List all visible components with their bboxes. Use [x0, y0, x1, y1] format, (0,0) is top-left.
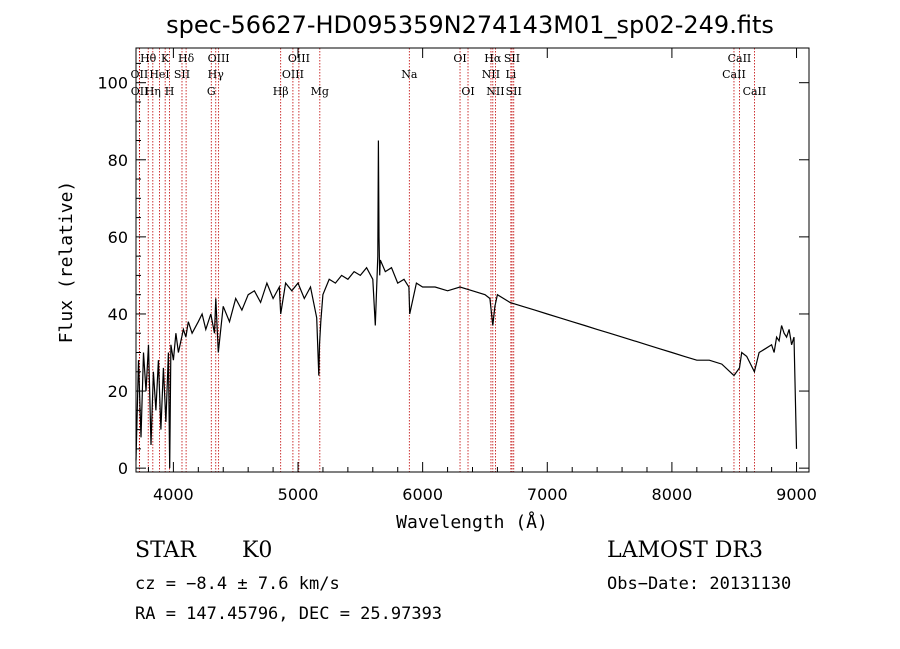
x-axis-label: Wavelength (Å)	[396, 511, 548, 533]
line-label-15: Mg	[311, 85, 329, 98]
spectrum-series-line	[135, 140, 798, 469]
line-label-9: OIII	[208, 52, 230, 65]
x-axis-ticks: 4000 5000 6000 7000 8000 9000	[147, 48, 817, 504]
y-tick-label-2: 40	[108, 305, 128, 324]
line-label-22: SII	[504, 52, 520, 65]
line-label-14: OIII	[282, 68, 304, 81]
y-tick-label-4: 80	[108, 151, 128, 170]
line-label-24: SII	[506, 85, 522, 98]
plot-frame	[135, 47, 810, 473]
y-tick-label-0: 0	[118, 459, 128, 478]
line-label-17: OI	[453, 52, 466, 65]
y-tick-label-3: 60	[108, 228, 128, 247]
line-label-16: Na	[401, 68, 418, 81]
line-label-5: K	[161, 52, 170, 65]
line-label-8: Hδ	[178, 52, 195, 65]
line-label-6: H	[165, 85, 175, 98]
line-label-2: OII	[131, 85, 149, 98]
object-class: STAR	[135, 538, 196, 563]
y-axis-label: Flux (relative)	[56, 181, 77, 344]
line-label-4: HeI	[149, 68, 169, 81]
chart-title: spec-56627-HD095359N274143M01_sp02-249.f…	[166, 11, 774, 39]
line-label-13: OIII	[288, 52, 310, 65]
line-label-18: OI	[461, 85, 474, 98]
line-label-25: CaII	[728, 52, 752, 65]
line-label-27: CaII	[743, 85, 767, 98]
coordinates-text: RA = 147.45796, DEC = 25.97393	[135, 604, 443, 624]
survey-name: LAMOST DR3	[607, 538, 763, 563]
line-label-10: Hγ	[208, 68, 225, 81]
line-label-21: NII	[486, 85, 504, 98]
line-label-26: CaII	[722, 68, 746, 81]
y-axis-ticks: 0 20 40 60 80 100	[97, 62, 809, 478]
line-label-23: Li	[505, 68, 516, 81]
line-label-19: Hα	[484, 52, 502, 65]
line-label-20: NII	[482, 68, 500, 81]
x-tick-label-1: 5000	[278, 485, 319, 504]
line-label-0: Hθ	[140, 52, 157, 65]
line-label-7: SII	[174, 68, 190, 81]
x-tick-label-2: 6000	[402, 485, 443, 504]
observation-date: Obs−Date: 20131130	[607, 574, 792, 594]
x-tick-label-3: 7000	[527, 485, 568, 504]
y-tick-label-1: 20	[108, 382, 128, 401]
line-label-12: Hβ	[273, 85, 289, 98]
line-label-3: Hη	[145, 85, 161, 98]
x-tick-label-4: 8000	[652, 485, 693, 504]
y-tick-label-5: 100	[97, 74, 128, 93]
redshift-text: cz = −8.4 ± 7.6 km/s	[135, 574, 340, 594]
object-subclass: K0	[242, 538, 273, 563]
line-label-11: G	[207, 85, 216, 98]
line-label-1: OII	[131, 68, 149, 81]
x-tick-label-5: 9000	[776, 485, 817, 504]
x-tick-label-0: 4000	[153, 485, 194, 504]
emission-line-markers	[138, 48, 755, 472]
